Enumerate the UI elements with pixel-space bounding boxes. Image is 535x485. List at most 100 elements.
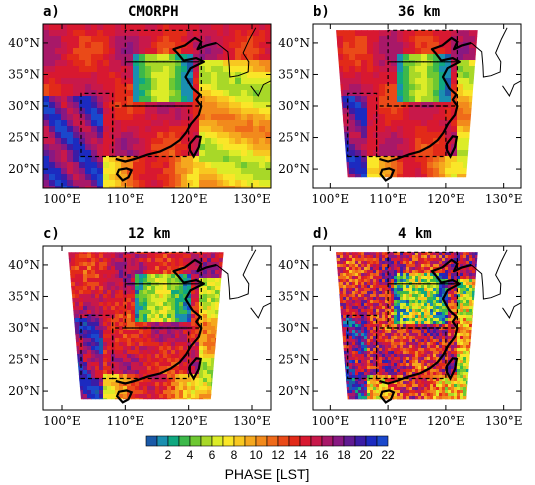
lon-tick-label: 130°E — [233, 192, 271, 206]
taiwan-outline — [445, 357, 459, 381]
colorbar-tick-label: 22 — [381, 448, 395, 462]
colorbar-swatch — [156, 435, 169, 447]
phase-field-d — [336, 252, 478, 400]
colorbar-swatch — [244, 435, 257, 447]
coastline — [115, 258, 217, 385]
colorbar-swatch — [376, 435, 389, 447]
lon-tick-label: 110°E — [369, 414, 407, 428]
panel-label: c) — [43, 226, 60, 242]
panel-title: 4 km — [398, 226, 432, 242]
panel-label: a) — [43, 4, 60, 20]
region-box-3 — [124, 283, 202, 329]
lat-tick-label: 35°N — [8, 67, 40, 81]
colorbar-swatch — [211, 435, 224, 447]
lat-tick-label: 20°N — [8, 162, 40, 176]
panel-title: 12 km — [128, 226, 170, 242]
lat-tick-label: 20°N — [278, 162, 310, 176]
panel-title: 36 km — [398, 4, 440, 20]
region-box-3 — [124, 61, 202, 107]
colorbar-swatch — [189, 435, 202, 447]
colorbar-tick-label: 14 — [293, 448, 307, 462]
taiwan-outline — [445, 135, 459, 159]
colorbar-swatch — [354, 435, 367, 447]
colorbar-tick-label: 20 — [359, 448, 373, 462]
region-box-1 — [347, 314, 378, 380]
panel-c: 100°E 110°E 120°E 130°E 40°N 35°N 30°N 25°N 20°N… — [8, 226, 272, 428]
colorbar-swatch — [233, 435, 246, 447]
lat-tick-label: 40°N — [8, 258, 40, 272]
lon-tick-label: 120°E — [170, 192, 208, 206]
lon-tick-label: 100°E — [43, 192, 81, 206]
hainan-outline — [115, 389, 134, 404]
colorbar-swatch — [277, 435, 290, 447]
colorbar-tick-label: 16 — [315, 448, 329, 462]
hainan-outline — [115, 167, 134, 182]
lat-tick-label: 20°N — [8, 384, 40, 398]
lat-tick-label: 20°N — [278, 384, 310, 398]
lat-tick-label: 25°N — [278, 131, 310, 145]
lat-tick-label: 35°N — [278, 289, 310, 303]
korea-outline — [470, 27, 508, 78]
colorbar-swatch — [222, 435, 235, 447]
lon-tick-label: 130°E — [485, 414, 523, 428]
taiwan-outline — [188, 135, 202, 159]
region-box-1 — [80, 92, 114, 158]
panel-title: CMORPH — [128, 4, 179, 20]
lon-tick-label: 110°E — [106, 414, 144, 428]
korea-outline — [216, 27, 257, 78]
region-box-4 — [387, 29, 458, 63]
lon-tick-label: 110°E — [106, 192, 144, 206]
lat-tick-label: 40°N — [278, 258, 310, 272]
colorbar-swatch — [332, 435, 345, 447]
region-box-1 — [347, 92, 378, 158]
phase-field-b — [336, 30, 478, 178]
colorbar-tick-label: 8 — [231, 448, 238, 462]
lat-tick-label: 40°N — [278, 36, 310, 50]
colorbar-swatch — [310, 435, 323, 447]
region-box-3 — [387, 61, 458, 107]
lat-tick-label: 35°N — [8, 289, 40, 303]
korea-outline — [216, 249, 257, 300]
colorbar-tick-label: 4 — [187, 448, 194, 462]
colorbar-tick-label: 12 — [271, 448, 285, 462]
region-box-3 — [387, 283, 458, 329]
colorbar-swatch — [266, 435, 279, 447]
lat-tick-label: 30°N — [8, 99, 40, 113]
lat-tick-label: 35°N — [278, 67, 310, 81]
colorbar-swatch — [365, 435, 378, 447]
colorbar-tick-label: 6 — [209, 448, 216, 462]
hainan-outline — [379, 167, 396, 182]
panel-label: d) — [313, 226, 330, 242]
taiwan-outline — [188, 357, 202, 381]
colorbar: 2 4 6 8 10 12 14 16 18 20 22 PHASE [LST] — [145, 435, 395, 482]
panel-a: 100°E 110°E 120°E 130°E 40°N 35°N 30°N 25°N 20°N… — [8, 4, 272, 206]
colorbar-swatch — [167, 435, 180, 447]
lat-tick-label: 30°N — [278, 99, 310, 113]
lat-tick-label: 25°N — [8, 131, 40, 145]
colorbar-swatch — [299, 435, 312, 447]
colorbar-swatch — [321, 435, 334, 447]
lat-tick-label: 30°N — [8, 321, 40, 335]
lon-tick-label: 120°E — [427, 192, 465, 206]
region-box-4 — [124, 29, 202, 63]
colorbar-tick-label: 10 — [249, 448, 263, 462]
colorbar-swatch — [178, 435, 191, 447]
lon-tick-label: 100°E — [43, 414, 81, 428]
lon-tick-label: 100°E — [311, 192, 349, 206]
japan-outline — [250, 302, 272, 319]
coastline — [379, 36, 472, 163]
colorbar-title: PHASE [LST] — [225, 466, 310, 482]
lon-tick-label: 110°E — [369, 192, 407, 206]
colorbar-swatch — [288, 435, 301, 447]
japan-outline — [502, 80, 522, 97]
japan-outline — [250, 80, 272, 97]
lat-tick-label: 25°N — [278, 353, 310, 367]
lon-tick-label: 120°E — [170, 414, 208, 428]
hainan-outline — [379, 389, 396, 404]
colorbar-tick-label: 18 — [337, 448, 351, 462]
panel-d: 100°E 110°E 120°E 130°E 40°N 35°N 30°N 25°N 20°N… — [278, 226, 523, 428]
region-box-4 — [387, 251, 458, 285]
korea-outline — [470, 249, 508, 300]
lat-tick-label: 30°N — [278, 321, 310, 335]
